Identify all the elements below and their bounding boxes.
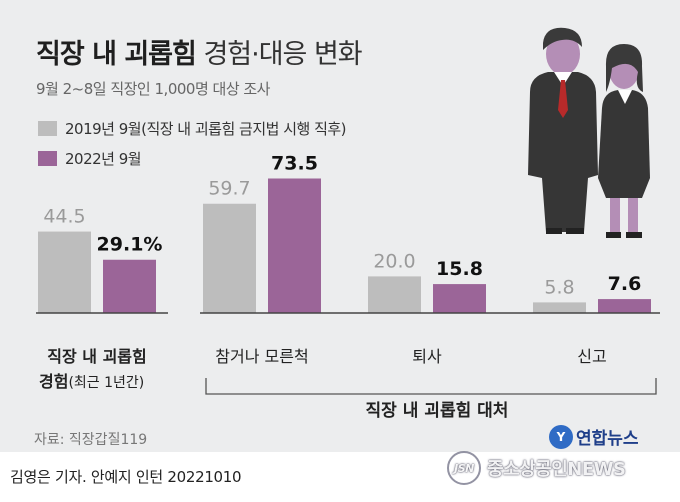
agency-logo: Y 연합뉴스 <box>549 424 639 449</box>
man-shoe-left <box>546 228 562 234</box>
bar-3-0 <box>533 302 586 313</box>
man-collar <box>554 72 572 86</box>
category-label-0-line1: 직장 내 괴롭힘 <box>47 347 146 366</box>
data-label-2-0: 20.0 <box>373 250 415 272</box>
man-hair <box>543 27 582 50</box>
bar-2-0 <box>368 276 421 313</box>
subtitle: 9월 2~8일 직장인 1,000명 대상 조사 <box>36 80 270 98</box>
watermark-text: 중소상공인NEWS <box>487 459 626 480</box>
category-label-2: 퇴사 <box>412 347 442 366</box>
bar-0-0 <box>38 231 91 313</box>
woman-shoe-left <box>606 232 621 238</box>
bar-1-1 <box>268 178 321 313</box>
agency-name: 연합뉴스 <box>576 429 639 449</box>
agency-mark-icon: Y <box>549 424 573 449</box>
legend-item-2022: 2022년 9월 <box>38 148 142 169</box>
man-tie <box>558 80 568 118</box>
woman-leg-right <box>628 198 638 234</box>
legend-swatch-2019 <box>38 121 57 136</box>
title-light: 경험·대응 변화 <box>203 39 362 70</box>
data-label-3-1: 7.6 <box>608 273 642 295</box>
legend-item-2019: 2019년 9월(직장 내 괴롭힘 금지법 시행 직후) <box>38 118 347 139</box>
bar-2-1 <box>433 284 486 313</box>
legend-swatch-2022 <box>38 151 57 166</box>
woman-hair <box>605 44 643 92</box>
watermark-badge-icon: JSN <box>447 451 481 485</box>
bars-layer <box>36 178 660 314</box>
man-head <box>546 33 580 75</box>
bar-3-1 <box>598 299 651 313</box>
footer-band <box>0 452 680 502</box>
man-suit <box>528 72 598 232</box>
bar-1-0 <box>203 203 256 313</box>
category-label-0-suffix: (최근 1년간) <box>68 375 144 391</box>
data-label-0-0: 44.5 <box>43 206 85 228</box>
data-label-0-1: 29.1% <box>97 234 163 256</box>
data-label-3-0: 5.8 <box>544 276 574 298</box>
category-label-0-line2: 경험(최근 1년간) <box>39 372 144 391</box>
bar-chart: 44.529.1%59.773.520.0 15.85.8 7.6직장 내 괴롭힘경… <box>36 27 660 423</box>
group-bracket <box>205 378 657 395</box>
office-workers-illustration <box>528 27 650 238</box>
data-label-2-1: 15.8 <box>436 258 483 280</box>
category-label-1: 참거나 모른척 <box>215 347 308 366</box>
category-label-0-main: 경험 <box>39 372 68 391</box>
woman-leg-left <box>610 198 620 234</box>
labels-layer: 44.5 29.1% 59.7 73.5 20.0 15.8 5.8 7.6 직장 내 괴롭힘경… <box>39 152 657 423</box>
legend-label-2019: 2019년 9월(직장 내 괴롭힘 금지법 시행 직후) <box>65 120 347 138</box>
page-title: 직장 내 괴롭힘 경험·대응 변화 <box>36 32 363 71</box>
watermark: JSN 중소상공인NEWS <box>447 451 626 485</box>
woman-collar <box>618 90 632 104</box>
man-shoe-right <box>566 228 584 234</box>
category-label-3: 신고 <box>577 347 606 366</box>
woman-shoe-right <box>626 232 642 238</box>
source-note: 자료: 직장갑질119 <box>34 432 148 448</box>
title-bold: 직장 내 괴롭힘 <box>36 39 197 70</box>
group-label-bg <box>338 395 536 423</box>
bar-0-1 <box>103 259 156 313</box>
woman-suit <box>598 90 650 198</box>
legend-label-2022: 2022년 9월 <box>65 150 142 168</box>
group-label: 직장 내 괴롭힘 대처 <box>366 400 509 421</box>
credit-line: 김영은 기자. 안예지 인턴 20221010 <box>10 468 242 486</box>
data-label-1-1: 73.5 <box>271 152 318 174</box>
data-label-1-0: 59.7 <box>208 178 250 200</box>
